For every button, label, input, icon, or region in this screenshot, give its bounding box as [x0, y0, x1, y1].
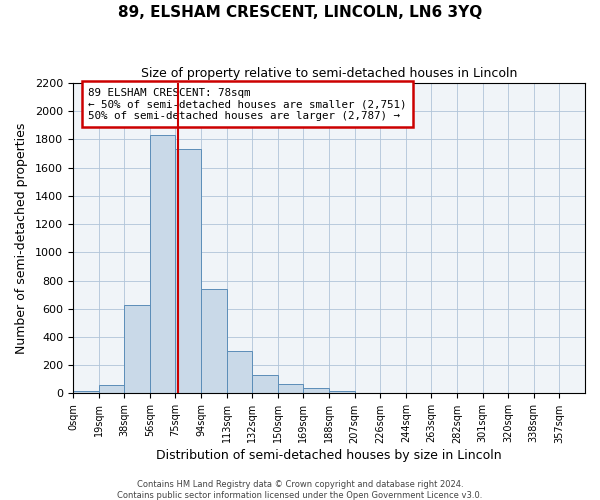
Bar — [124, 306, 150, 394]
Bar — [73, 392, 98, 394]
Bar — [175, 150, 201, 394]
Text: 89 ELSHAM CRESCENT: 78sqm
← 50% of semi-detached houses are smaller (2,751)
50% : 89 ELSHAM CRESCENT: 78sqm ← 50% of semi-… — [88, 88, 407, 121]
Bar — [380, 393, 406, 394]
Bar — [98, 385, 124, 394]
Bar — [355, 393, 380, 394]
Text: Contains HM Land Registry data © Crown copyright and database right 2024.
Contai: Contains HM Land Registry data © Crown c… — [118, 480, 482, 500]
Y-axis label: Number of semi-detached properties: Number of semi-detached properties — [15, 122, 28, 354]
Bar — [278, 384, 304, 394]
Bar — [150, 136, 175, 394]
X-axis label: Distribution of semi-detached houses by size in Lincoln: Distribution of semi-detached houses by … — [156, 450, 502, 462]
Bar — [329, 392, 355, 394]
Text: 89, ELSHAM CRESCENT, LINCOLN, LN6 3YQ: 89, ELSHAM CRESCENT, LINCOLN, LN6 3YQ — [118, 5, 482, 20]
Bar — [227, 351, 252, 394]
Bar — [201, 289, 227, 394]
Bar — [252, 375, 278, 394]
Title: Size of property relative to semi-detached houses in Lincoln: Size of property relative to semi-detach… — [141, 68, 517, 80]
Bar — [304, 388, 329, 394]
